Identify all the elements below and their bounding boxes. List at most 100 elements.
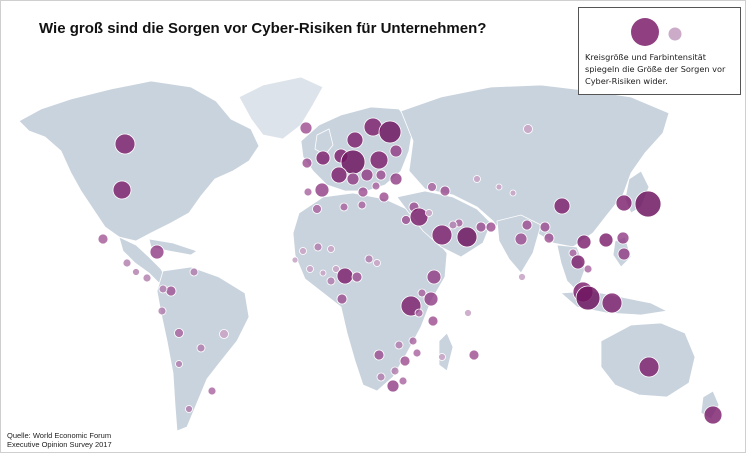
bubble-botswana <box>390 366 400 376</box>
bubble-uganda <box>417 288 427 298</box>
legend-large-circle <box>631 18 659 46</box>
bubble-georgia <box>439 185 451 197</box>
bubble-cambodia <box>583 264 593 274</box>
legend-small-circle <box>668 27 682 41</box>
bubble-paraguay <box>175 360 183 368</box>
uk <box>314 128 334 156</box>
bubble-korea <box>615 194 633 212</box>
bubble-benin <box>326 276 336 286</box>
bubble-bolivia <box>196 343 206 353</box>
bubble-mauritius <box>468 349 480 361</box>
bubble-zimbabwe <box>399 355 411 367</box>
legend-text: Kreisgröße und Farbintensität spiegeln d… <box>585 52 726 86</box>
bubble-sahel-1 <box>373 259 381 267</box>
bubble-guinea <box>306 265 314 273</box>
bubble-taiwan <box>616 231 630 245</box>
bubble-burkina <box>327 245 335 253</box>
bubble-egypt <box>401 215 411 225</box>
bubble-uae <box>456 226 478 248</box>
bubble-usa <box>112 180 132 200</box>
bubble-venezuela <box>165 285 177 297</box>
bubble-vietnam <box>576 234 592 250</box>
bubble-lesotho <box>398 376 408 386</box>
bubble-indonesia <box>601 292 623 314</box>
bubble-jordan <box>425 209 433 217</box>
bubble-seychelles <box>464 309 472 317</box>
bubble-lebanon <box>409 207 429 227</box>
bubble-philippines <box>617 247 631 261</box>
source-line-1: Quelle: World Economic Forum <box>7 431 112 440</box>
bubble-ireland <box>301 157 313 169</box>
bubble-finland <box>378 120 402 144</box>
bubble-balkans <box>371 181 381 191</box>
bubble-chile <box>185 405 193 413</box>
bubble-iceland <box>299 121 313 135</box>
bubble-france <box>330 166 348 184</box>
bubble-japan <box>634 190 662 218</box>
bubble-chad <box>364 254 374 264</box>
bubble-pakistan <box>521 219 533 231</box>
bubble-new-zealand <box>703 405 723 425</box>
bubble-brazil <box>219 329 229 339</box>
bubble-saudi-arabia <box>431 224 453 246</box>
bubble-hungary <box>375 169 387 181</box>
bubble-malawi <box>408 336 418 346</box>
bubble-south-africa <box>386 379 400 393</box>
madagascar <box>438 332 454 372</box>
caribbean <box>148 238 198 256</box>
bubble-canada <box>114 133 136 155</box>
bubble-nepal <box>539 221 551 233</box>
bubble-central-america-1 <box>122 258 132 268</box>
source-note: Quelle: World Economic Forum Executive O… <box>7 431 112 449</box>
bubble-mali <box>313 242 323 252</box>
bubble-nigeria <box>336 267 354 285</box>
bubble-portugal <box>303 187 313 197</box>
bubble-central-asia-1 <box>473 175 481 183</box>
bubble-senegal <box>291 256 299 264</box>
bubble-austria <box>360 168 374 182</box>
bubble-caribbean-3 <box>189 267 199 277</box>
bubble-switzerland <box>346 172 360 186</box>
chart-title: Wie groß sind die Sorgen vor Cyber-Risik… <box>39 20 487 37</box>
legend-symbols <box>631 18 682 46</box>
legend-box: Kreisgröße und Farbintensität spiegeln d… <box>578 7 741 95</box>
bubble-mozambique <box>412 348 422 358</box>
bubble-angola <box>373 349 385 361</box>
bubble-norway <box>346 131 364 149</box>
bubble-uk <box>315 150 331 166</box>
bubble-tunisia <box>357 200 367 210</box>
bubbles <box>97 117 723 425</box>
bubble-russia <box>523 124 533 134</box>
bubble-caribbean-1 <box>149 244 165 260</box>
bubble-namibia <box>376 372 386 382</box>
bubble-australia <box>638 356 660 378</box>
bubble-poland <box>369 150 389 170</box>
bubble-central-asia-3 <box>509 189 517 197</box>
bubble-ethiopia <box>426 269 442 285</box>
north-america <box>18 80 260 242</box>
bubble-spain <box>314 182 330 198</box>
bubble-kuwait <box>448 220 458 230</box>
bubble-uruguay <box>207 386 217 396</box>
bubble-west-africa-1 <box>319 269 327 277</box>
bubble-zambia <box>394 340 404 350</box>
bubble-colombia <box>158 284 168 294</box>
bubble-ecuador <box>157 306 167 316</box>
bubble-burundi <box>414 308 424 318</box>
bubble-sri-lanka <box>518 273 526 281</box>
bubble-mexico <box>97 233 109 245</box>
bubble-madagascar <box>438 353 446 361</box>
bubble-central-america-2 <box>132 268 140 276</box>
bubble-turkey <box>427 182 437 192</box>
bubble-thailand <box>570 254 586 270</box>
bubble-baltic <box>389 144 403 158</box>
bubble-morocco <box>312 204 322 214</box>
bubble-china <box>553 197 571 215</box>
bubble-tanzania <box>427 315 439 327</box>
bubble-qatar <box>475 221 487 233</box>
bubble-algeria <box>339 202 349 212</box>
bubble-india <box>514 232 528 246</box>
source-line-2: Executive Opinion Survey 2017 <box>7 440 112 449</box>
